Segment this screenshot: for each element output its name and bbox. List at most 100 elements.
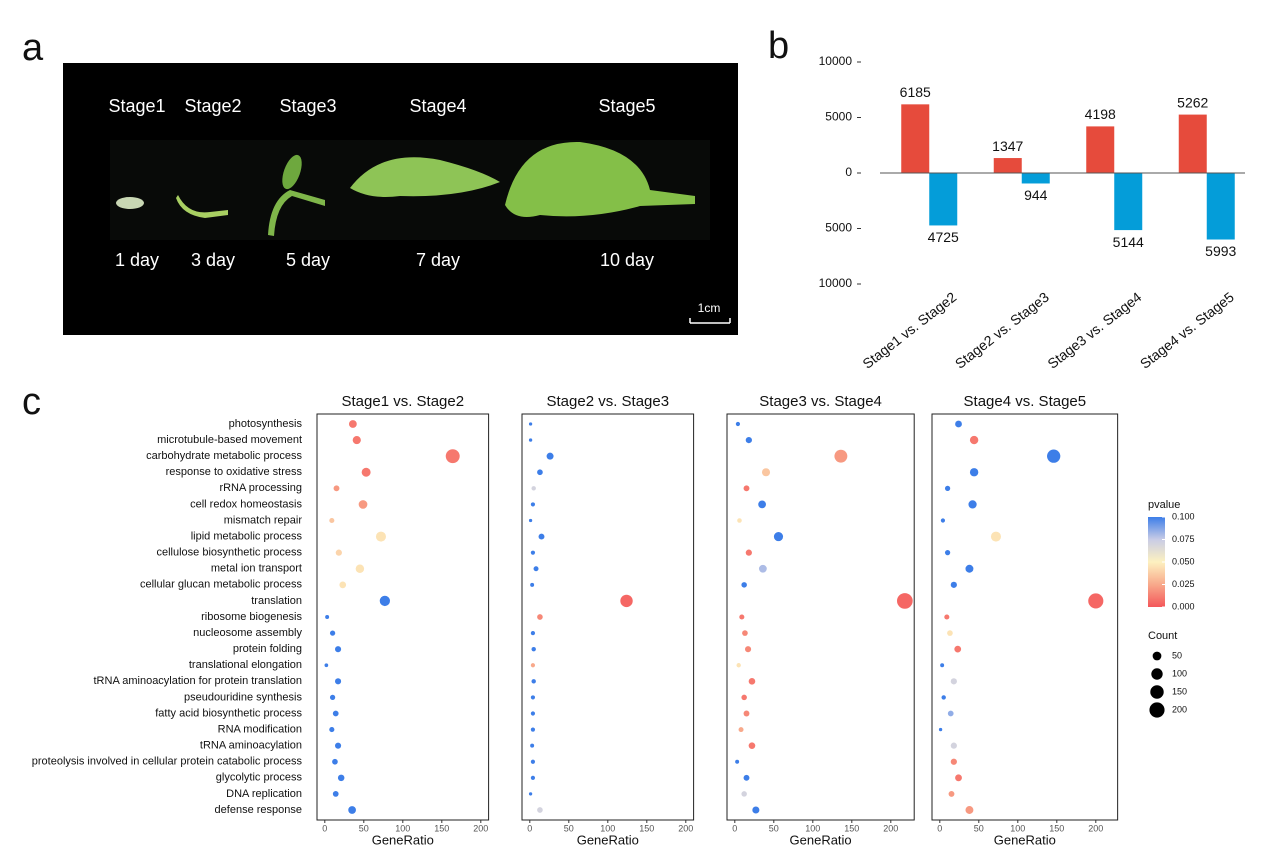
value-label: 944 [1024,187,1048,203]
category-label: mismatch repair [224,514,303,526]
dot [773,532,784,542]
x-tick-label: 0 [732,823,737,833]
stage-label: Stage5 [598,96,655,116]
x-tick-label: 0 [322,823,327,833]
dot [361,467,371,477]
category-label: lipid metabolic process [191,530,303,542]
legend-label: 0.000 [1172,601,1195,611]
panel-title: Stage3 vs. Stage4 [759,393,882,410]
dot [537,469,543,476]
dot [947,710,954,717]
dot [324,663,329,668]
dot [358,500,368,509]
dot [739,614,745,620]
panel-label: a [22,27,44,69]
x-tick-label: 200 [1088,823,1103,833]
dot [938,727,943,732]
dot [329,630,336,636]
value-label: 5993 [1205,243,1236,259]
x-tick-label: 50 [974,823,984,833]
plant [268,190,325,236]
dot [348,806,356,814]
x-tick-label: 150 [434,823,449,833]
dot [329,694,336,701]
dot [329,517,335,524]
dot [530,502,536,507]
dot [332,758,338,765]
dot [528,438,533,442]
category-label: glycolytic process [216,772,303,784]
legend-dot [1152,651,1162,661]
category-label: tRNA aminoacylation [200,740,302,752]
dot [620,594,633,608]
x-tick-label: 50 [769,823,779,833]
dot [531,679,536,684]
category-label: response to oxidative stress [166,466,303,478]
value-label: 5262 [1177,94,1208,110]
category-label: translational elongation [189,659,302,671]
legend-label: 0.075 [1172,534,1195,544]
dot [530,727,536,732]
dot [834,449,848,463]
value-label: 4725 [928,229,959,245]
dot [530,775,536,780]
dot [335,646,342,653]
dot [761,468,771,477]
dot [944,550,951,556]
x-tick-label: 200 [883,823,898,833]
dot [968,500,977,509]
dot [940,518,946,523]
panel-label: b [768,25,789,67]
dot [741,694,747,701]
dot [941,695,946,700]
dot [335,549,342,556]
x-tick-label: 150 [844,823,859,833]
value-label: 6185 [900,84,931,100]
bar [1206,173,1235,240]
dot [379,595,391,607]
legend-dot [1151,668,1163,680]
bar [993,158,1022,173]
dot [530,582,535,587]
category-label: carbohydrate metabolic process [146,450,302,462]
category-label: DNA replication [226,788,302,800]
photo: 1cm [63,63,738,335]
dot [546,452,554,460]
x-tick-label: 150 [1049,823,1064,833]
dot [748,742,756,749]
dot [337,774,345,782]
legend-dot [1150,685,1164,699]
dot [736,663,741,668]
dot [445,449,460,464]
dot [335,742,342,749]
dot [530,695,536,700]
dot [969,435,979,445]
axis-title: GeneRatio [994,832,1056,847]
plant [176,195,228,218]
bar [1021,173,1050,184]
dot [947,630,953,636]
x-tick-label: 50 [359,823,369,833]
dot [352,436,361,445]
dot [530,550,536,555]
dot [538,533,545,540]
legend-label: 50 [1172,650,1182,660]
x-tick-label: 50 [564,823,574,833]
dot [741,582,747,588]
stage-label: Stage1 [108,96,165,116]
panel-frame [316,413,490,821]
y-tick-label: 0 [845,165,852,179]
dot [530,759,536,764]
category-label: proteolysis involved in cellular protein… [32,756,303,768]
value-label: 4198 [1085,106,1116,122]
category-label: photosynthesis [229,418,303,430]
dot [950,742,957,749]
legend-title: pvalue [1148,499,1180,511]
dot [735,759,740,764]
value-label: 5144 [1113,234,1144,250]
dot [944,614,950,620]
dot [528,518,533,523]
axis-title: GeneRatio [577,832,639,847]
bar [1178,114,1207,173]
